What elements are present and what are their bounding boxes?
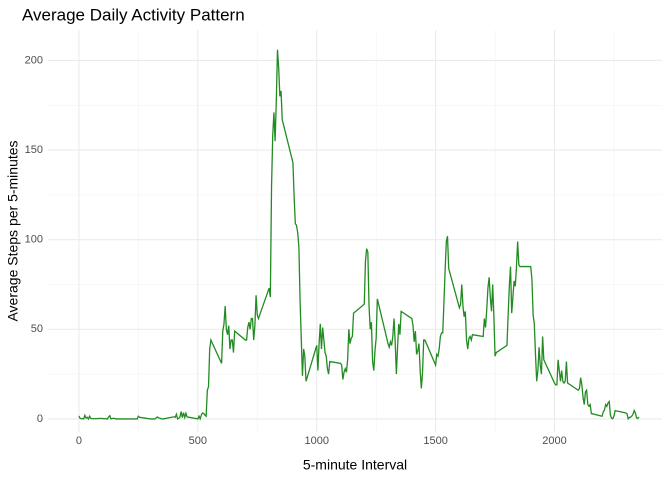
x-tick-label: 1500 [423, 435, 447, 447]
x-tick-label: 2000 [542, 435, 566, 447]
x-axis-label: 5-minute Interval [303, 457, 407, 473]
chart-title: Average Daily Activity Pattern [22, 5, 245, 24]
x-tick-label: 1000 [304, 435, 328, 447]
y-axis-label: Average Steps per 5-minutes [5, 140, 21, 321]
y-tick-label: 150 [25, 144, 43, 156]
y-tick-label: 50 [31, 323, 43, 335]
y-tick-label: 200 [25, 54, 43, 66]
y-tick-label: 100 [25, 234, 43, 246]
x-tick-label: 0 [76, 435, 82, 447]
data-line [78, 49, 640, 421]
y-tick-label: 0 [37, 413, 43, 425]
x-tick-label: 500 [189, 435, 207, 447]
